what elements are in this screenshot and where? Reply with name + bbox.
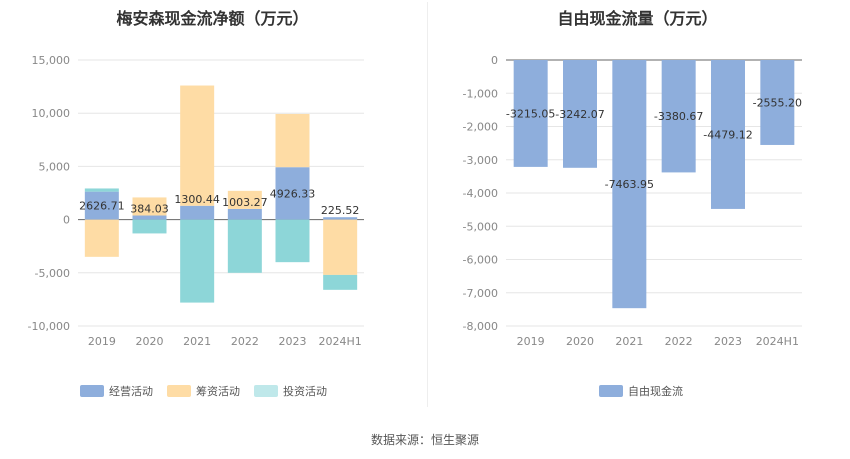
right-y-tick-label: -4,000 xyxy=(463,187,498,200)
data-source: 数据来源：恒生聚源 xyxy=(370,433,479,447)
left-chart-legend: 经营活动 筹资活动 投资活动 xyxy=(80,383,327,399)
right-y-tick-label: -1,000 xyxy=(463,87,498,100)
left-data-label: 1300.44 xyxy=(174,193,220,206)
left-bar-operating xyxy=(84,191,119,220)
legend-label-investing: 投资活动 xyxy=(283,385,327,398)
left-bar-financing xyxy=(227,190,262,209)
legend-item-financing[interactable]: 筹资活动 xyxy=(167,383,240,399)
right-x-tick-label: 2019 xyxy=(517,335,545,348)
right-bar-fcf xyxy=(612,60,647,309)
left-bar-financing xyxy=(84,219,119,257)
legend-label-operating: 经营活动 xyxy=(109,385,153,398)
right-x-tick-label: 2020 xyxy=(566,335,594,348)
left-bar-investing xyxy=(84,188,119,192)
right-data-label: -4479.12 xyxy=(703,128,752,141)
left-y-tick-label: 10,000 xyxy=(32,107,71,120)
right-data-label: -3215.05 xyxy=(506,107,555,120)
right-bar-fcf xyxy=(661,60,696,173)
left-chart-title: 梅安森现金流净额（万元） xyxy=(116,9,309,28)
legend-label-financing: 筹资活动 xyxy=(196,385,240,398)
legend-swatch-financing xyxy=(167,385,191,397)
right-x-tick-label: 2023 xyxy=(714,335,742,348)
right-chart-legend: 自由现金流 xyxy=(599,383,683,399)
left-bar-investing xyxy=(180,219,215,303)
right-x-tick-label: 2024H1 xyxy=(756,335,799,348)
left-y-tick-label: 5,000 xyxy=(39,160,71,173)
right-y-tick-label: -5,000 xyxy=(463,220,498,233)
left-bar-financing xyxy=(180,85,215,206)
left-bar-operating xyxy=(180,205,215,220)
left-x-tick-label: 2021 xyxy=(183,335,211,348)
right-bar-fcf xyxy=(711,60,745,209)
legend-item-investing[interactable]: 投资活动 xyxy=(254,383,327,399)
right-chart-title: 自由现金流量（万元） xyxy=(557,9,718,28)
legend-label-fcf: 自由现金流 xyxy=(628,385,683,398)
left-y-tick-label: -5,000 xyxy=(35,267,70,280)
left-bar-investing xyxy=(227,219,262,273)
right-x-tick-label: 2022 xyxy=(665,335,693,348)
left-bar-operating xyxy=(323,217,358,220)
left-data-label: 1003.27 xyxy=(222,196,268,209)
left-bar-investing xyxy=(275,219,310,263)
left-bar-operating xyxy=(132,215,167,220)
right-data-label: -3380.67 xyxy=(654,110,703,123)
left-x-tick-label: 2023 xyxy=(279,335,307,348)
left-data-label: 384.03 xyxy=(130,203,169,216)
right-bar-fcf xyxy=(760,60,795,145)
left-x-tick-label: 2024H1 xyxy=(319,335,362,348)
legend-swatch-operating xyxy=(80,385,104,397)
left-y-tick-label: 0 xyxy=(63,214,70,227)
legend-swatch-investing xyxy=(254,385,278,397)
right-bar-fcf xyxy=(513,60,548,167)
left-bar-investing xyxy=(132,219,167,234)
right-bar-fcf xyxy=(563,60,597,168)
right-data-label: -3242.07 xyxy=(555,108,604,121)
left-data-label: 4926.33 xyxy=(270,187,316,200)
left-y-tick-label: -10,000 xyxy=(28,320,70,333)
right-y-tick-label: -6,000 xyxy=(463,254,498,267)
left-y-tick-label: 15,000 xyxy=(32,54,71,67)
right-data-label: -2555.20 xyxy=(753,96,802,109)
legend-item-operating[interactable]: 经营活动 xyxy=(80,383,153,399)
right-y-tick-label: -8,000 xyxy=(463,320,498,333)
left-x-tick-label: 2022 xyxy=(231,335,259,348)
left-data-label: 2626.71 xyxy=(79,200,125,213)
right-y-tick-label: -3,000 xyxy=(463,154,498,167)
legend-swatch-fcf xyxy=(599,385,623,397)
chart-divider xyxy=(427,2,428,407)
left-bar-investing xyxy=(323,274,358,290)
right-x-tick-label: 2021 xyxy=(615,335,643,348)
legend-item-fcf[interactable]: 自由现金流 xyxy=(599,383,683,399)
left-x-tick-label: 2019 xyxy=(88,335,116,348)
left-bar-operating xyxy=(227,208,262,220)
right-data-label: -7463.95 xyxy=(605,178,654,191)
left-data-label: 225.52 xyxy=(321,204,360,217)
left-bar-financing xyxy=(275,113,310,168)
left-bar-financing xyxy=(132,197,167,216)
right-y-tick-label: -7,000 xyxy=(463,287,498,300)
left-bar-operating xyxy=(275,167,310,220)
right-y-tick-label: 0 xyxy=(491,54,498,67)
left-x-tick-label: 2020 xyxy=(136,335,164,348)
right-y-tick-label: -2,000 xyxy=(463,121,498,134)
left-bar-financing xyxy=(323,219,358,275)
